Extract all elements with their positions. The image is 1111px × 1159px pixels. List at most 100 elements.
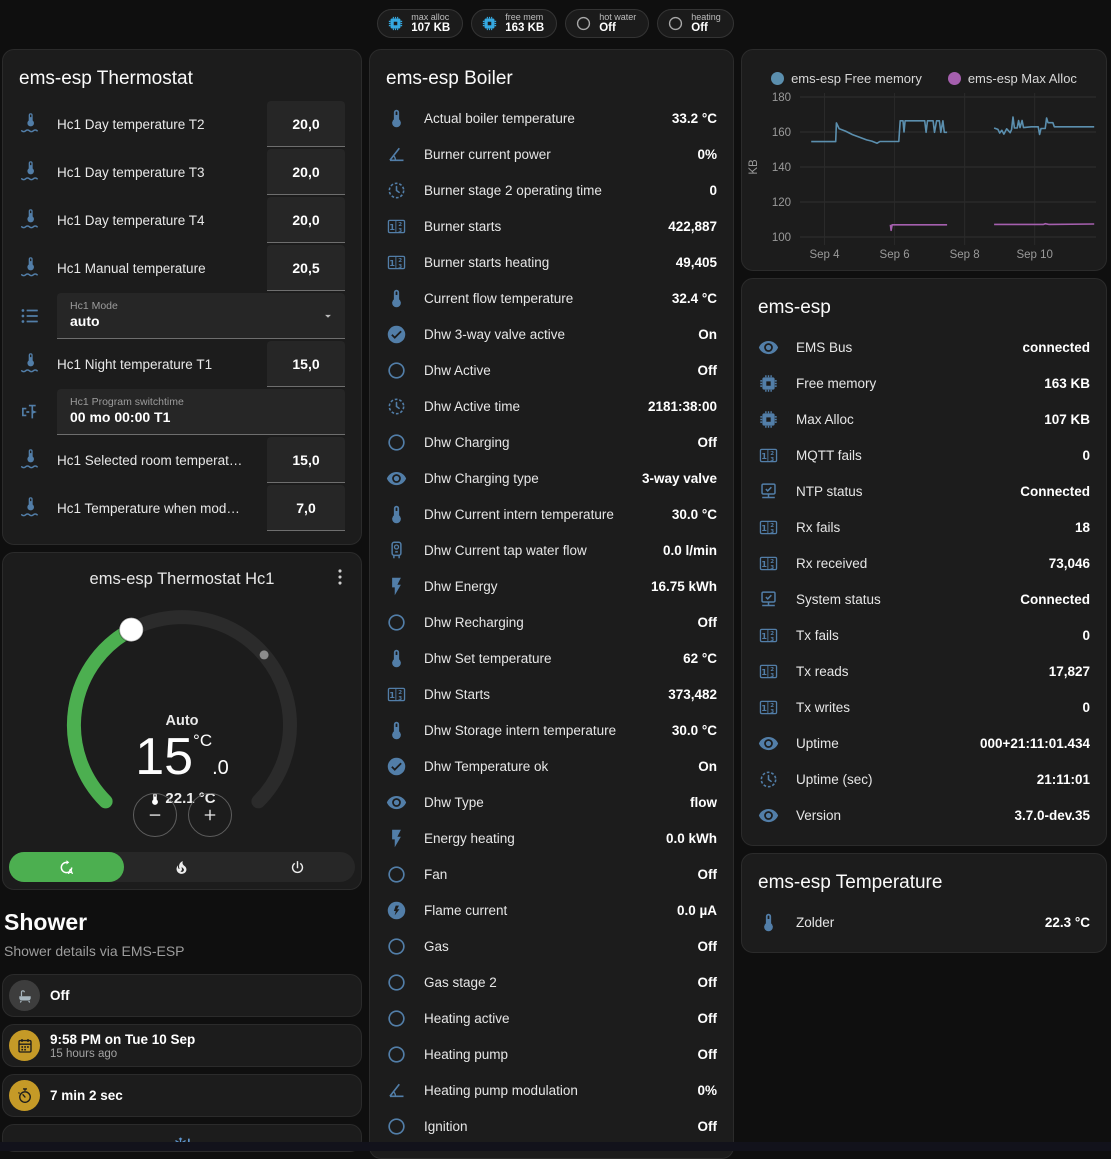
dashboard-layout: ems-esp Thermostat Hc1 Day temperature T… [2,49,1107,1159]
entity-row[interactable]: Dhw Storage intern temperature 30.0 °C [386,712,717,748]
dial-active-arc[interactable] [66,622,139,809]
number-input[interactable]: 20,0 [267,197,345,243]
legend-item[interactable]: ems-esp Free memory [771,71,922,86]
entity-row[interactable]: MQTT fails 0 [758,437,1090,473]
entity-row[interactable]: NTP status Connected [758,473,1090,509]
entity-row[interactable]: Heating pump modulation 0% [386,1072,717,1108]
boiler-rows: Actual boiler temperature 33.2 °C Burner… [370,96,733,1156]
shower-tile[interactable]: 7 min 2 sec [2,1074,362,1117]
entity-row[interactable]: Dhw Active time 2181:38:00 [386,388,717,424]
number-input[interactable]: 20,0 [267,149,345,195]
ems-rows: EMS Bus connected Free memory 163 KB Max… [742,325,1106,845]
shower-tile[interactable]: Off [2,974,362,1017]
entity-label: Flame current [424,902,508,918]
dial-current-temp-dot [259,650,269,660]
entity-row[interactable]: Tx fails 0 [758,617,1090,653]
number-entity-row: Hc1 Manual temperature 20,5 [19,244,345,292]
entity-row[interactable]: Burner starts 422,887 [386,208,717,244]
more-options-icon[interactable] [329,566,351,588]
entity-row[interactable]: Ignition Off [386,1108,717,1144]
entity-row[interactable]: Dhw Charging type 3-way valve [386,460,717,496]
number-input[interactable]: 20,5 [267,245,345,291]
entity-row[interactable]: Dhw Active Off [386,352,717,388]
entity-value: 0.0 kWh [665,830,717,846]
number-input[interactable]: 15,0 [267,437,345,483]
status-chip[interactable]: max alloc 107 KB [377,8,464,38]
entity-row[interactable]: Rx fails 18 [758,509,1090,545]
entity-row[interactable]: Gas Off [386,928,717,964]
entity-row[interactable]: Tx writes 0 [758,689,1090,725]
entity-row[interactable]: Gas stage 2 Off [386,964,717,1000]
entity-row[interactable]: Actual boiler temperature 33.2 °C [386,100,717,136]
entity-row[interactable]: Dhw Starts 373,482 [386,676,717,712]
counter-icon [758,661,779,682]
hvac-mode-heat-button[interactable] [124,852,239,882]
entity-value: 49,405 [675,254,717,270]
entity-row[interactable]: Dhw Charging Off [386,424,717,460]
entity-row[interactable]: Uptime 000+21:11:01.434 [758,725,1090,761]
counter-icon [386,252,407,273]
entity-row[interactable]: Free memory 163 KB [758,365,1090,401]
hvac-mode-off-button[interactable] [240,852,355,882]
hvac-mode-auto-button[interactable] [9,852,125,882]
status-chip[interactable]: heating Off [657,8,734,38]
entity-label: Tx writes [796,699,850,715]
entity-row[interactable]: Burner current power 0% [386,136,717,172]
temperature-card: ems-esp Temperature Zolder 22.3 °C [741,853,1107,953]
text-input[interactable]: Hc1 Program switchtime 00 mo 00:00 T1 [57,389,345,435]
dial-graphic [66,610,297,809]
entity-row[interactable]: Heating active Off [386,1000,717,1036]
entity-label: Uptime (sec) [796,771,873,787]
status-chip[interactable]: hot water Off [565,8,650,38]
entity-row[interactable]: Flame current 0.0 µA [386,892,717,928]
header-chip-bar: max alloc 107 KB free mem 163 KB hot wat… [0,0,1111,46]
column-right: ems-esp Free memory ems-esp Max Alloc 100… [741,49,1107,953]
entity-row[interactable]: Dhw Temperature ok On [386,748,717,784]
circle-icon [386,432,407,453]
entity-row[interactable]: Burner stage 2 operating time 0 [386,172,717,208]
number-input[interactable]: 7,0 [267,485,345,531]
status-chip[interactable]: free mem 163 KB [471,8,558,38]
entity-label: Burner starts [424,218,502,234]
entity-row[interactable]: Uptime (sec) 21:11:01 [758,761,1090,797]
entity-row[interactable]: Dhw Recharging Off [386,604,717,640]
entity-row[interactable]: Heating pump Off [386,1036,717,1072]
entity-row[interactable]: Version 3.7.0-dev.35 [758,797,1090,833]
number-input[interactable]: 15,0 [267,341,345,387]
list-icon [19,305,41,327]
entity-label: Tx fails [796,627,839,643]
y-tick-label: 120 [772,197,791,209]
entity-row[interactable]: Energy heating 0.0 kWh [386,820,717,856]
entity-row[interactable]: Dhw Current tap water flow 0.0 l/min [386,532,717,568]
decrease-temp-button[interactable] [132,793,177,837]
entity-row[interactable]: Burner starts heating 49,405 [386,244,717,280]
entity-row[interactable]: System status Connected [758,581,1090,617]
mode-select[interactable]: Hc1 Mode auto [57,293,345,339]
entity-row[interactable]: Rx received 73,046 [758,545,1090,581]
number-input[interactable]: 20,0 [267,101,345,147]
entity-row[interactable]: Dhw Energy 16.75 kWh [386,568,717,604]
entity-row[interactable]: Tx reads 17,827 [758,653,1090,689]
boiler-card: ems-esp Boiler Actual boiler temperature… [369,49,734,1159]
entity-row[interactable]: Dhw Set temperature 62 °C [386,640,717,676]
entity-row[interactable]: Dhw 3-way valve active On [386,316,717,352]
entity-row[interactable]: Dhw Current intern temperature 30.0 °C [386,496,717,532]
entity-label: Free memory [796,375,877,391]
legend-item[interactable]: ems-esp Max Alloc [947,71,1077,86]
entity-row[interactable]: Current flow temperature 32.4 °C [386,280,717,316]
select-entity-row: Hc1 Mode auto [19,292,345,340]
entity-row[interactable]: Dhw Type flow [386,784,717,820]
dial-handle[interactable] [118,616,145,643]
entity-label: Dhw Set temperature [424,650,552,666]
entity-label: Zolder [796,914,835,930]
thermometer-water-icon [19,161,41,183]
tile-primary-text: 9:58 PM on Tue 10 Sep [50,1031,196,1047]
entity-row[interactable]: Zolder 22.3 °C [758,904,1090,940]
entity-label: Burner stage 2 operating time [424,182,602,198]
flash-icon [386,576,407,597]
increase-temp-button[interactable] [187,793,232,837]
entity-row[interactable]: Fan Off [386,856,717,892]
entity-row[interactable]: Max Alloc 107 KB [758,401,1090,437]
shower-tile[interactable]: 9:58 PM on Tue 10 Sep 15 hours ago [2,1024,362,1067]
entity-row[interactable]: EMS Bus connected [758,329,1090,365]
